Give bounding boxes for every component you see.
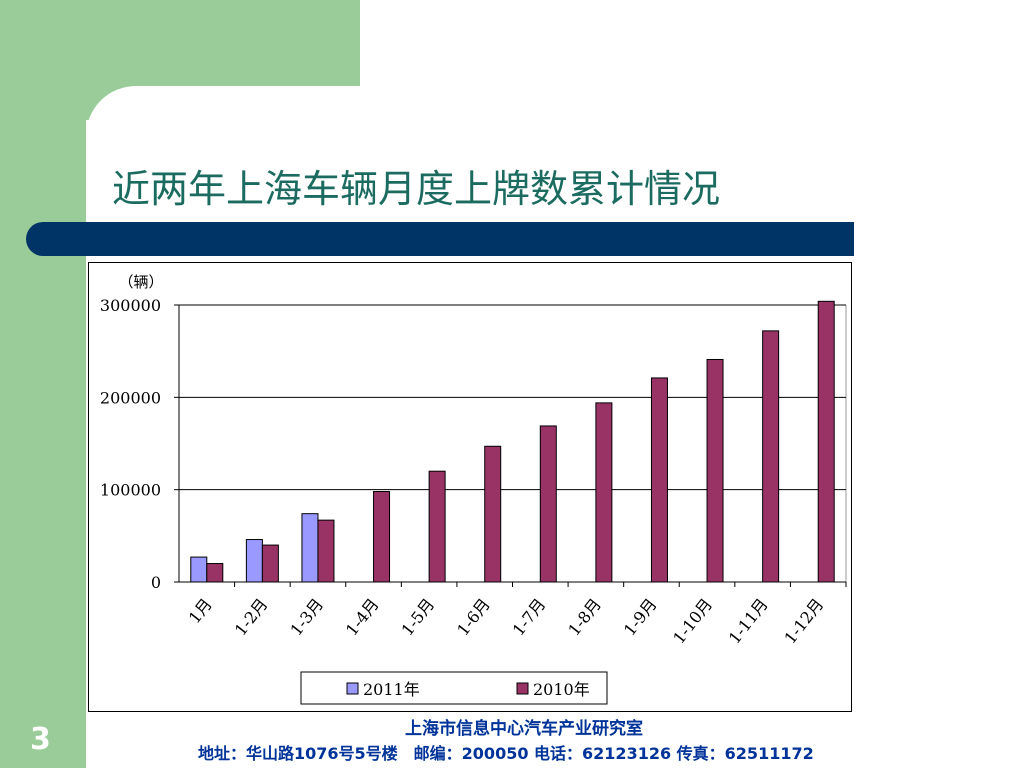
y-axis-unit-label: （辆） <box>118 273 163 291</box>
footer-organization: 上海市信息中心汽车产业研究室 <box>405 719 643 739</box>
x-tick-label: 1-12月 <box>780 595 827 648</box>
legend-label-2011年: 2011年 <box>363 680 420 699</box>
green-side-strip <box>0 0 86 768</box>
bar-2010年-1-2月 <box>261 544 279 583</box>
x-tick-label: 1-9月 <box>620 595 661 640</box>
bar-2011年-1-2月 <box>245 539 263 583</box>
y-tick-label: 300000 <box>100 296 161 315</box>
bar-chart: （辆） 0 100000 200000 300000 1月 1-2月 1-3月 1-4月 1-5… <box>100 273 847 705</box>
bar-2010年-1-9月 <box>650 377 668 583</box>
bar-2010年-1-12月 <box>817 300 835 583</box>
bar-2010年-1-10月 <box>706 358 724 583</box>
footer-address: 地址：华山路1076号5号楼 邮编：200050 电话：62123126 传真：… <box>198 744 814 763</box>
x-tick-label: 1月 <box>185 595 216 627</box>
y-tick-label: 100000 <box>100 481 161 500</box>
bar-2010年-1月 <box>206 563 224 583</box>
bar-2010年-1-4月 <box>373 491 391 583</box>
x-tick-label: 1-5月 <box>398 595 439 640</box>
bar-2010年-1-3月 <box>317 519 335 583</box>
x-tick-label: 1-10月 <box>669 595 716 648</box>
bar-2011年-1-3月 <box>301 513 319 583</box>
chart-frame: （辆） 0 100000 200000 300000 1月 1-2月 1-3月 1-4月 1-5… <box>88 262 852 712</box>
bar-2010年-1-8月 <box>595 402 613 583</box>
x-tick-label: 1-4月 <box>342 595 383 640</box>
y-tick-label: 200000 <box>100 388 161 407</box>
bar-2011年-1月 <box>190 556 208 583</box>
bar-2010年-1-7月 <box>539 425 557 583</box>
x-tick-label: 1-3月 <box>286 595 327 640</box>
legend-label-2010年: 2010年 <box>533 680 590 699</box>
bar-2010年-1-5月 <box>428 470 446 583</box>
x-tick-label: 1-8月 <box>564 595 605 640</box>
legend-swatch-2011年 <box>346 682 359 695</box>
y-tick-label: 0 <box>151 573 161 592</box>
slide-number: 3 <box>30 722 51 757</box>
legend-swatch-2010年 <box>516 682 529 695</box>
slide-title: 近两年上海车辆月度上牌数累计情况 <box>112 167 721 211</box>
title-underline-bar <box>26 222 854 256</box>
x-tick-label: 1-7月 <box>509 595 550 640</box>
x-tick-label: 1-11月 <box>725 595 772 648</box>
x-tick-label: 1-2月 <box>231 595 272 640</box>
bar-2010年-1-11月 <box>762 330 780 583</box>
bar-2010年-1-6月 <box>484 445 502 583</box>
x-tick-label: 1-6月 <box>453 595 494 640</box>
